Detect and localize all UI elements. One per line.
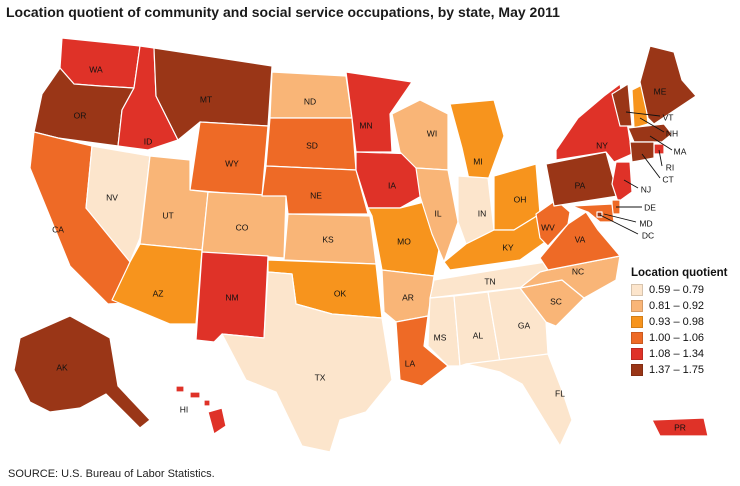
leader-line-nj <box>623 179 639 189</box>
state-label-ma: MA <box>674 146 687 156</box>
legend-row: 0.59 – 0.79 <box>631 282 727 298</box>
state-ny <box>555 83 633 163</box>
legend-swatch <box>631 364 643 376</box>
state-nc <box>519 255 621 299</box>
legend-row: 1.37 – 1.75 <box>631 362 727 378</box>
state-vt <box>611 83 633 127</box>
state-nv <box>85 145 151 263</box>
legend-swatch <box>631 332 643 344</box>
state-ga <box>487 287 549 363</box>
legend-label: 0.59 – 0.79 <box>649 284 705 296</box>
state-tx <box>221 271 393 453</box>
leader-line-vt <box>625 111 661 117</box>
source-note: SOURCE: U.S. Bureau of Labor Statistics. <box>8 468 215 480</box>
leader-line-ma <box>649 135 673 151</box>
state-md <box>571 203 615 223</box>
legend-label: 1.08 – 1.34 <box>649 348 705 360</box>
state-nd <box>269 71 353 119</box>
state-label-nj: NJ <box>641 184 651 194</box>
leader-line-dc <box>599 214 639 235</box>
legend-label: 0.93 – 0.98 <box>649 316 705 328</box>
state-wa <box>59 37 141 89</box>
legend-row: 1.08 – 1.34 <box>631 346 727 362</box>
legend-swatch <box>631 316 643 328</box>
legend-row: 1.00 – 1.06 <box>631 330 727 346</box>
state-hi <box>175 385 227 435</box>
state-mo <box>367 199 441 277</box>
legend-label: 1.00 – 1.06 <box>649 332 705 344</box>
legend-label: 0.81 – 0.92 <box>649 300 705 312</box>
legend-swatch <box>631 284 643 296</box>
state-ks <box>283 213 377 265</box>
state-label-de: DE <box>644 202 656 212</box>
state-ct <box>629 141 655 163</box>
leader-line-ct <box>641 153 661 179</box>
state-label-ct: CT <box>662 174 673 184</box>
leader-line-ri <box>658 149 663 167</box>
state-mi <box>449 99 505 185</box>
state-label-ri: RI <box>666 162 675 172</box>
state-wy <box>189 121 269 197</box>
state-ms <box>427 295 461 367</box>
leader-line-nh <box>639 117 665 133</box>
legend-swatch <box>631 348 643 360</box>
state-fl <box>465 353 573 447</box>
state-me <box>639 45 697 125</box>
state-co <box>201 191 287 259</box>
state-label-hi: HI <box>180 404 189 414</box>
legend-row: 0.93 – 0.98 <box>631 314 727 330</box>
state-nj <box>611 161 633 203</box>
state-dc <box>596 211 603 218</box>
legend-title: Location quotient <box>631 267 728 279</box>
legend-row: 0.81 – 0.92 <box>631 298 727 314</box>
legend-swatch <box>631 300 643 312</box>
state-ar <box>381 269 435 323</box>
state-mn <box>345 71 413 153</box>
map-title: Location quotient of community and socia… <box>6 4 560 20</box>
state-label-md: MD <box>639 218 652 228</box>
state-ak <box>13 315 151 429</box>
state-pr <box>651 417 709 437</box>
state-label-dc: DC <box>642 230 654 240</box>
state-ma <box>627 123 673 143</box>
state-sd <box>265 117 357 171</box>
map-legend: Location quotient 0.59 – 0.79 0.81 – 0.9… <box>631 267 727 378</box>
leader-line-md <box>603 213 637 223</box>
state-nm <box>195 251 269 343</box>
legend-label: 1.37 – 1.75 <box>649 364 705 376</box>
state-ri <box>653 143 665 155</box>
